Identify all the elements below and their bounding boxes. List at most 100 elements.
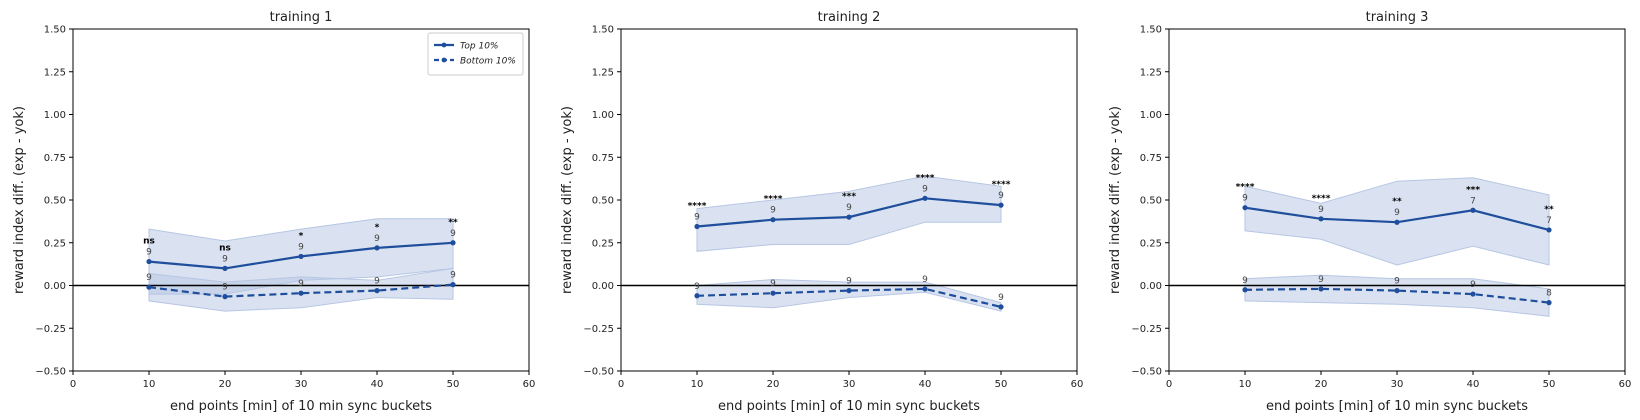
data-point: [1318, 216, 1324, 222]
data-point: [922, 286, 928, 292]
data-point: [1242, 287, 1248, 293]
n-label: 9: [846, 203, 852, 213]
n-label: 9: [922, 275, 928, 285]
x-tick-label: 20: [767, 379, 780, 390]
data-point: [450, 240, 456, 246]
n-label: 9: [146, 248, 152, 258]
legend-marker: [441, 57, 447, 63]
x-tick-label: 40: [919, 379, 932, 390]
y-tick-label: −0.25: [1131, 324, 1162, 335]
significance-label: **: [1392, 197, 1402, 207]
series-line-2: [148, 283, 454, 298]
data-point: [1470, 207, 1476, 213]
y-tick-label: 1.50: [44, 25, 66, 36]
data-point: [374, 245, 380, 251]
y-axis-label: reward index diff. (exp - yok): [560, 106, 575, 294]
chart-title: training 1: [270, 10, 333, 25]
y-axis-label: reward index diff. (exp - yok): [12, 106, 27, 294]
n-label: 9: [1318, 275, 1324, 285]
n-label: 9: [1394, 277, 1400, 287]
data-point: [298, 253, 304, 260]
y-tick-label: 0.50: [592, 196, 614, 207]
significance-label: *: [299, 231, 304, 241]
chart-title: training 2: [818, 10, 881, 25]
y-tick-label: 1.00: [1140, 110, 1162, 121]
y-tick-label: 1.00: [44, 110, 66, 121]
significance-label: ****: [992, 180, 1011, 190]
data-point: [146, 258, 152, 265]
n-label: 9: [1242, 194, 1248, 204]
x-tick-label: 0: [1166, 379, 1172, 390]
significance-label: **: [1544, 205, 1554, 215]
x-tick-label: 0: [70, 379, 76, 390]
x-tick-label: 50: [447, 379, 460, 390]
y-tick-label: −0.50: [1131, 367, 1162, 378]
legend-marker: [441, 42, 447, 48]
x-tick-label: 30: [1391, 379, 1404, 390]
significance-label: ***: [842, 192, 856, 202]
x-tick-label: 20: [219, 379, 232, 390]
y-tick-label: 0.75: [592, 153, 614, 164]
y-tick-label: 1.00: [592, 110, 614, 121]
n-label: 9: [694, 282, 700, 292]
data-point: [1242, 205, 1248, 211]
data-point: [1546, 300, 1552, 306]
n-label: 9: [922, 184, 928, 194]
n-label: 9: [1318, 205, 1324, 215]
y-tick-label: 1.50: [1140, 25, 1162, 36]
y-axis-label: reward index diff. (exp - yok): [1108, 106, 1123, 294]
significance-label: *: [375, 223, 380, 233]
data-point: [222, 265, 228, 271]
significance-label: ****: [916, 173, 935, 183]
n-label: 7: [1470, 196, 1476, 206]
data-point: [1546, 227, 1552, 233]
data-point: [298, 290, 304, 296]
x-tick-label: 40: [1467, 379, 1480, 390]
y-tick-label: −0.25: [583, 324, 614, 335]
x-tick-label: 10: [143, 379, 156, 390]
ci-band-series-1: [696, 175, 1002, 252]
data-point: [694, 293, 700, 299]
significance-label: ***: [1466, 185, 1480, 195]
x-tick-label: 30: [843, 379, 856, 390]
significance-label: ****: [1236, 183, 1255, 193]
y-tick-label: 0.00: [44, 281, 66, 292]
x-tick-label: 50: [995, 379, 1008, 390]
chart-panel-2: training 29**** 9****9***9****9****9 9 9 990…: [560, 10, 1083, 414]
y-tick-label: 0.75: [44, 153, 66, 164]
significance-label: ns: [219, 243, 231, 253]
n-label: 9: [450, 229, 456, 239]
n-label: 9: [374, 277, 380, 287]
n-label: 9: [998, 293, 1004, 303]
significance-label: **: [448, 218, 458, 228]
legend-label: Top 10%: [460, 42, 498, 52]
data-point: [998, 304, 1004, 310]
significance-label: ns: [143, 237, 155, 247]
x-tick-label: 10: [691, 379, 704, 390]
n-label: 9: [694, 213, 700, 223]
x-axis-label: end points [min] of 10 min sync buckets: [718, 399, 980, 414]
significance-label: ****: [688, 202, 707, 212]
x-tick-label: 30: [295, 379, 308, 390]
n-label: 9: [1242, 276, 1248, 286]
n-label: 9: [298, 279, 304, 289]
n-label: 9: [1470, 280, 1476, 290]
significance-label: ****: [1312, 194, 1331, 204]
y-tick-label: −0.50: [583, 367, 614, 378]
y-tick-label: 0.00: [1140, 281, 1162, 292]
x-tick-label: 60: [523, 379, 536, 390]
data-point: [770, 217, 776, 223]
series-line-2: [696, 287, 1002, 308]
n-label: 9: [298, 242, 304, 252]
n-label: 9: [770, 206, 776, 216]
y-tick-label: −0.50: [35, 367, 66, 378]
data-point: [998, 202, 1004, 208]
data-point: [146, 284, 152, 290]
n-label: 7: [1546, 216, 1552, 226]
legend: Top 10% Bottom 10%: [427, 32, 524, 76]
n-label: 9: [450, 271, 456, 281]
data-point: [222, 294, 228, 300]
data-point: [1394, 219, 1400, 225]
significance-label: ****: [764, 195, 783, 205]
y-tick-label: 1.25: [592, 67, 614, 78]
